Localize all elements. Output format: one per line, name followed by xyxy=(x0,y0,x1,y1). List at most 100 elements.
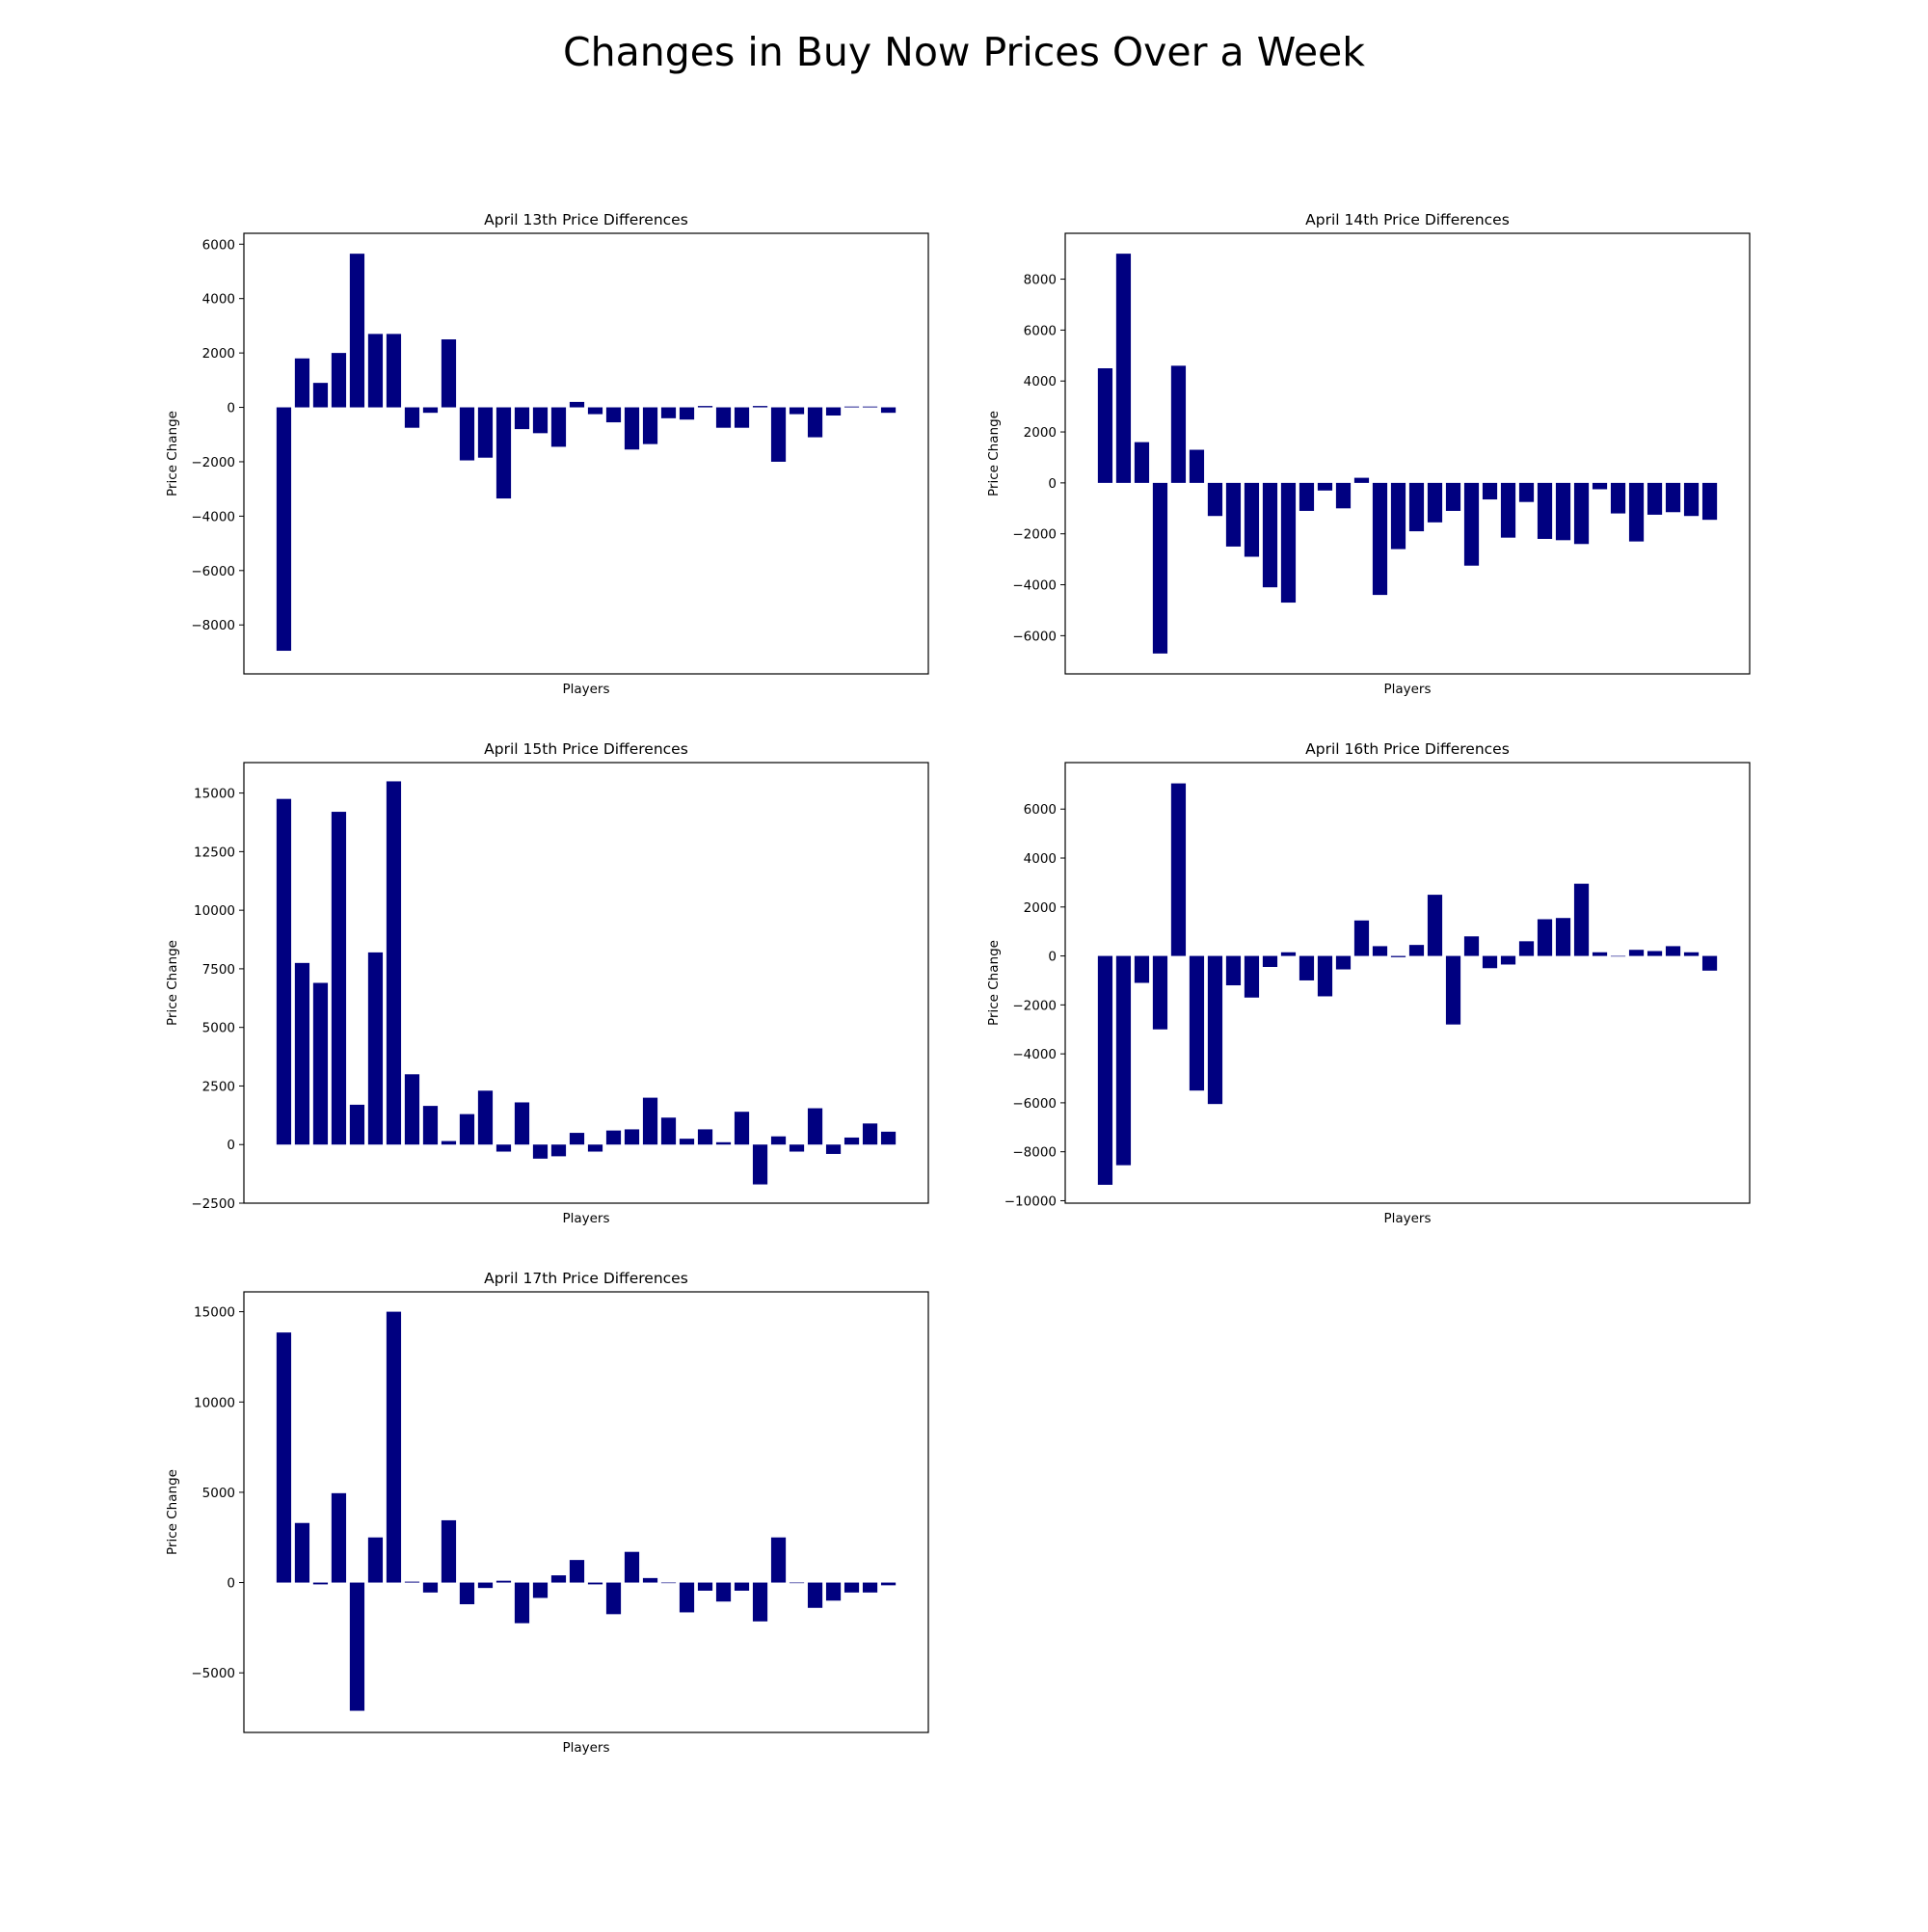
bar xyxy=(532,1144,549,1159)
bar xyxy=(312,982,329,1145)
bar xyxy=(1207,955,1223,1105)
y-axis-label: Price Change xyxy=(986,411,1002,496)
y-axis-label: Price Change xyxy=(986,940,1002,1026)
bar xyxy=(1628,482,1645,542)
bar xyxy=(862,1582,878,1593)
y-tick-label: 2000 xyxy=(202,346,235,362)
bar xyxy=(1408,482,1425,532)
bar xyxy=(770,1136,787,1145)
bar xyxy=(789,407,805,415)
bar xyxy=(294,358,310,408)
subplot-title: April 17th Price Differences xyxy=(484,1270,688,1287)
bar xyxy=(514,407,530,430)
bar xyxy=(1537,482,1553,539)
y-tick-label: 10000 xyxy=(194,1395,235,1410)
bar xyxy=(1500,482,1516,538)
bar xyxy=(880,407,897,414)
bar xyxy=(1537,919,1553,956)
bar xyxy=(844,1582,860,1593)
bar xyxy=(1647,951,1663,956)
bar xyxy=(422,1582,439,1593)
y-tick-label: −2500 xyxy=(191,1196,235,1212)
bar xyxy=(880,1131,897,1145)
bar xyxy=(367,334,384,408)
axes-frame xyxy=(243,232,929,675)
bar xyxy=(770,407,787,462)
axes-frame xyxy=(243,762,929,1204)
bar xyxy=(1317,955,1333,997)
bar xyxy=(1280,952,1297,956)
bar xyxy=(386,334,402,408)
bar xyxy=(532,407,549,434)
bar xyxy=(1482,955,1498,969)
bar xyxy=(276,1332,292,1583)
bar xyxy=(331,1492,347,1583)
bar xyxy=(1225,955,1242,986)
bar xyxy=(1134,442,1150,483)
bar xyxy=(734,1582,750,1591)
y-tick-label: −4000 xyxy=(191,509,235,524)
bar xyxy=(532,1582,549,1598)
bar xyxy=(495,1580,512,1583)
bar xyxy=(1408,945,1425,956)
y-tick-label: 8000 xyxy=(1024,273,1057,288)
bar xyxy=(642,1097,658,1145)
bar xyxy=(1097,368,1113,483)
y-tick-label: 0 xyxy=(227,401,235,416)
bar xyxy=(349,254,365,408)
bar xyxy=(862,406,878,408)
y-tick-label: 5000 xyxy=(202,1486,235,1501)
subplot-title: April 14th Price Differences xyxy=(1305,211,1510,228)
bar xyxy=(642,407,658,444)
bar xyxy=(715,1582,732,1602)
bar xyxy=(1701,482,1718,521)
bar xyxy=(331,812,347,1145)
bar xyxy=(825,407,842,416)
y-tick-label: 4000 xyxy=(1024,374,1057,389)
bar xyxy=(294,962,310,1145)
bar xyxy=(1299,955,1315,980)
y-tick-label: 2000 xyxy=(1024,900,1057,916)
bar xyxy=(697,1129,713,1145)
bar xyxy=(459,1114,475,1145)
bar xyxy=(1683,482,1700,517)
bar xyxy=(1628,950,1645,956)
bar xyxy=(679,407,695,420)
bar xyxy=(1573,482,1590,545)
bar xyxy=(734,407,750,428)
bar xyxy=(660,1582,677,1584)
axes-frame xyxy=(1064,232,1751,675)
bar xyxy=(294,1522,310,1583)
bar xyxy=(1482,482,1498,500)
bar xyxy=(1463,936,1480,956)
bar xyxy=(587,1144,603,1152)
axes-frame xyxy=(1064,762,1751,1204)
bar xyxy=(752,1144,768,1185)
y-axis-label: Price Change xyxy=(165,1469,180,1555)
bar xyxy=(1189,955,1205,1091)
bar xyxy=(349,1104,365,1145)
bar xyxy=(1152,955,1168,1030)
bar xyxy=(1372,946,1388,956)
y-tick-label: 0 xyxy=(1048,950,1057,965)
bar xyxy=(550,1575,567,1583)
x-axis-label: Players xyxy=(562,1740,609,1756)
subplot-title: April 15th Price Differences xyxy=(484,740,688,758)
bar xyxy=(1207,482,1223,517)
bar xyxy=(660,1117,677,1145)
y-tick-label: 2000 xyxy=(1024,425,1057,441)
bar xyxy=(1152,482,1168,654)
bar xyxy=(1427,482,1443,523)
bar xyxy=(404,1074,420,1145)
subplot: April 13th Price Differences −8000 −6000 −4… xyxy=(165,211,929,697)
bar xyxy=(459,1582,475,1605)
bar xyxy=(1665,482,1681,513)
bar xyxy=(1445,955,1461,1025)
bar xyxy=(331,353,347,408)
y-tick-label: 15000 xyxy=(194,787,235,802)
bar xyxy=(422,1106,439,1145)
bar xyxy=(1335,482,1352,509)
y-axis-label: Price Change xyxy=(165,940,180,1026)
y-tick-label: 0 xyxy=(227,1138,235,1153)
bar xyxy=(1353,477,1370,483)
